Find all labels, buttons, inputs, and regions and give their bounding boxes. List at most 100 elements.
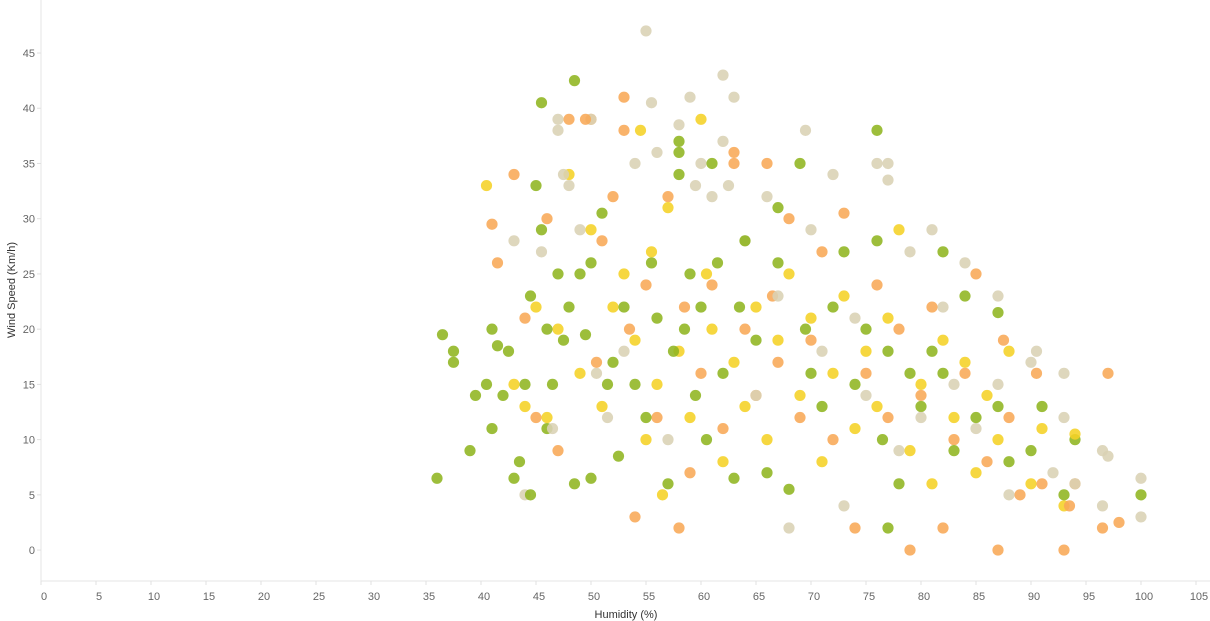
data-point[interactable] (827, 434, 839, 446)
data-point[interactable] (1069, 428, 1081, 440)
data-point[interactable] (882, 411, 894, 424)
data-point[interactable] (568, 478, 581, 490)
data-point[interactable] (552, 113, 564, 125)
data-point[interactable] (816, 456, 828, 468)
data-point[interactable] (761, 434, 773, 446)
data-point[interactable] (981, 389, 993, 402)
data-point[interactable] (871, 157, 883, 170)
data-point[interactable] (838, 246, 850, 258)
data-point[interactable] (871, 124, 883, 136)
data-point[interactable] (992, 306, 1004, 319)
data-point[interactable] (436, 329, 449, 341)
data-point[interactable] (673, 135, 685, 147)
data-point[interactable] (739, 323, 751, 335)
data-point[interactable] (552, 445, 564, 457)
data-point[interactable] (772, 356, 784, 368)
data-point[interactable] (1096, 522, 1109, 534)
data-point[interactable] (590, 356, 603, 368)
data-point[interactable] (799, 323, 812, 335)
data-point[interactable] (574, 367, 586, 379)
data-point[interactable] (827, 367, 839, 379)
data-point[interactable] (849, 312, 861, 324)
data-point[interactable] (1036, 400, 1048, 413)
data-point[interactable] (728, 356, 740, 368)
data-point[interactable] (535, 97, 548, 109)
data-point[interactable] (970, 411, 982, 424)
data-point[interactable] (882, 157, 894, 170)
data-point[interactable] (860, 345, 872, 357)
data-point[interactable] (557, 168, 570, 181)
data-point[interactable] (700, 434, 713, 446)
data-point[interactable] (486, 218, 498, 230)
data-point[interactable] (1113, 516, 1125, 529)
data-point[interactable] (915, 400, 927, 413)
data-point[interactable] (1096, 500, 1109, 512)
data-point[interactable] (871, 235, 883, 247)
data-point[interactable] (838, 207, 850, 219)
data-point[interactable] (772, 257, 784, 269)
data-point[interactable] (695, 113, 707, 125)
data-point[interactable] (502, 345, 515, 357)
data-point[interactable] (541, 323, 553, 335)
data-point[interactable] (678, 323, 691, 335)
data-point[interactable] (447, 345, 460, 357)
data-point[interactable] (629, 511, 641, 523)
data-point[interactable] (805, 312, 817, 324)
data-point[interactable] (926, 224, 938, 236)
data-point[interactable] (1003, 456, 1015, 468)
data-point[interactable] (1135, 511, 1147, 523)
data-point[interactable] (849, 378, 861, 390)
data-point[interactable] (717, 422, 729, 435)
data-point[interactable] (893, 445, 905, 457)
data-point[interactable] (618, 345, 630, 357)
data-point[interactable] (486, 422, 498, 435)
data-point[interactable] (827, 301, 839, 313)
data-point[interactable] (618, 124, 630, 136)
data-point[interactable] (1003, 489, 1015, 501)
data-point[interactable] (915, 411, 927, 424)
data-point[interactable] (1058, 367, 1070, 379)
data-point[interactable] (838, 290, 850, 302)
data-point[interactable] (992, 400, 1004, 413)
data-point[interactable] (508, 378, 520, 390)
data-point[interactable] (563, 301, 575, 313)
data-point[interactable] (640, 279, 652, 291)
data-point[interactable] (623, 323, 636, 335)
data-point[interactable] (904, 445, 916, 457)
data-point[interactable] (783, 268, 795, 280)
data-point[interactable] (1047, 467, 1059, 479)
data-point[interactable] (640, 411, 652, 424)
data-point[interactable] (1025, 478, 1037, 490)
data-point[interactable] (585, 224, 597, 236)
data-point[interactable] (992, 434, 1004, 446)
data-point[interactable] (673, 522, 685, 534)
data-point[interactable] (546, 422, 559, 435)
data-point[interactable] (849, 422, 861, 435)
data-point[interactable] (794, 411, 806, 424)
data-point[interactable] (1030, 345, 1043, 357)
data-point[interactable] (882, 345, 894, 357)
data-point[interactable] (860, 389, 872, 402)
data-point[interactable] (717, 135, 729, 147)
data-point[interactable] (656, 489, 669, 501)
data-point[interactable] (684, 91, 696, 103)
data-point[interactable] (689, 179, 702, 192)
data-point[interactable] (948, 434, 960, 446)
data-point[interactable] (948, 378, 960, 390)
data-point[interactable] (618, 268, 630, 280)
data-point[interactable] (579, 329, 592, 341)
data-point[interactable] (816, 246, 828, 258)
data-point[interactable] (662, 478, 674, 490)
data-point[interactable] (893, 224, 905, 236)
data-point[interactable] (524, 290, 537, 302)
data-point[interactable] (684, 268, 696, 280)
data-point[interactable] (1058, 489, 1070, 501)
data-point[interactable] (772, 202, 784, 214)
data-point[interactable] (585, 257, 597, 269)
data-point[interactable] (629, 334, 641, 346)
data-point[interactable] (992, 544, 1004, 556)
data-point[interactable] (612, 450, 625, 462)
data-point[interactable] (469, 389, 482, 402)
data-point[interactable] (970, 467, 982, 479)
data-point[interactable] (876, 434, 889, 446)
